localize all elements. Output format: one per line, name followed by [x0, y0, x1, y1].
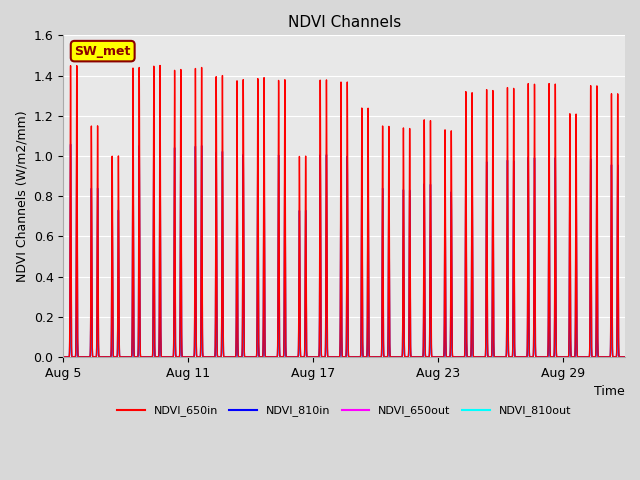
NDVI_650in: [621, 354, 629, 360]
Y-axis label: NDVI Channels (W/m2/mm): NDVI Channels (W/m2/mm): [15, 110, 28, 282]
NDVI_650in: [512, 354, 520, 360]
NDVI_810in: [378, 354, 385, 360]
NDVI_650in: [156, 62, 164, 68]
NDVI_650out: [156, 318, 164, 324]
NDVI_810in: [621, 354, 629, 360]
Legend: NDVI_650in, NDVI_810in, NDVI_650out, NDVI_810out: NDVI_650in, NDVI_810in, NDVI_650out, NDV…: [113, 401, 575, 421]
Text: SW_met: SW_met: [74, 45, 131, 58]
NDVI_650out: [621, 354, 629, 360]
NDVI_650in: [313, 354, 321, 360]
NDVI_810in: [564, 354, 572, 360]
NDVI_810in: [512, 354, 520, 360]
NDVI_810in: [258, 354, 266, 360]
Title: NDVI Channels: NDVI Channels: [287, 15, 401, 30]
NDVI_650out: [258, 354, 266, 360]
NDVI_810out: [512, 354, 520, 360]
NDVI_650in: [378, 354, 385, 360]
Line: NDVI_650in: NDVI_650in: [63, 65, 625, 357]
NDVI_810out: [60, 354, 67, 360]
NDVI_810out: [258, 354, 266, 360]
NDVI_810out: [95, 354, 103, 360]
NDVI_650in: [258, 354, 266, 360]
NDVI_650out: [564, 354, 572, 360]
NDVI_650out: [95, 354, 103, 360]
NDVI_810in: [156, 141, 164, 147]
NDVI_810in: [313, 354, 321, 360]
NDVI_810out: [564, 354, 572, 360]
NDVI_650in: [60, 354, 67, 360]
NDVI_810out: [313, 354, 321, 360]
NDVI_810in: [95, 354, 103, 360]
X-axis label: Time: Time: [595, 385, 625, 398]
NDVI_650out: [512, 354, 520, 360]
NDVI_650out: [378, 354, 385, 360]
NDVI_810in: [60, 354, 67, 360]
NDVI_810out: [621, 354, 629, 360]
Line: NDVI_810out: NDVI_810out: [63, 316, 625, 357]
NDVI_650in: [95, 354, 103, 360]
NDVI_810out: [378, 354, 385, 360]
NDVI_650in: [564, 354, 572, 360]
NDVI_810out: [156, 313, 164, 319]
NDVI_650out: [60, 354, 67, 360]
NDVI_650out: [313, 354, 321, 360]
Line: NDVI_810in: NDVI_810in: [63, 144, 625, 357]
Line: NDVI_650out: NDVI_650out: [63, 321, 625, 357]
